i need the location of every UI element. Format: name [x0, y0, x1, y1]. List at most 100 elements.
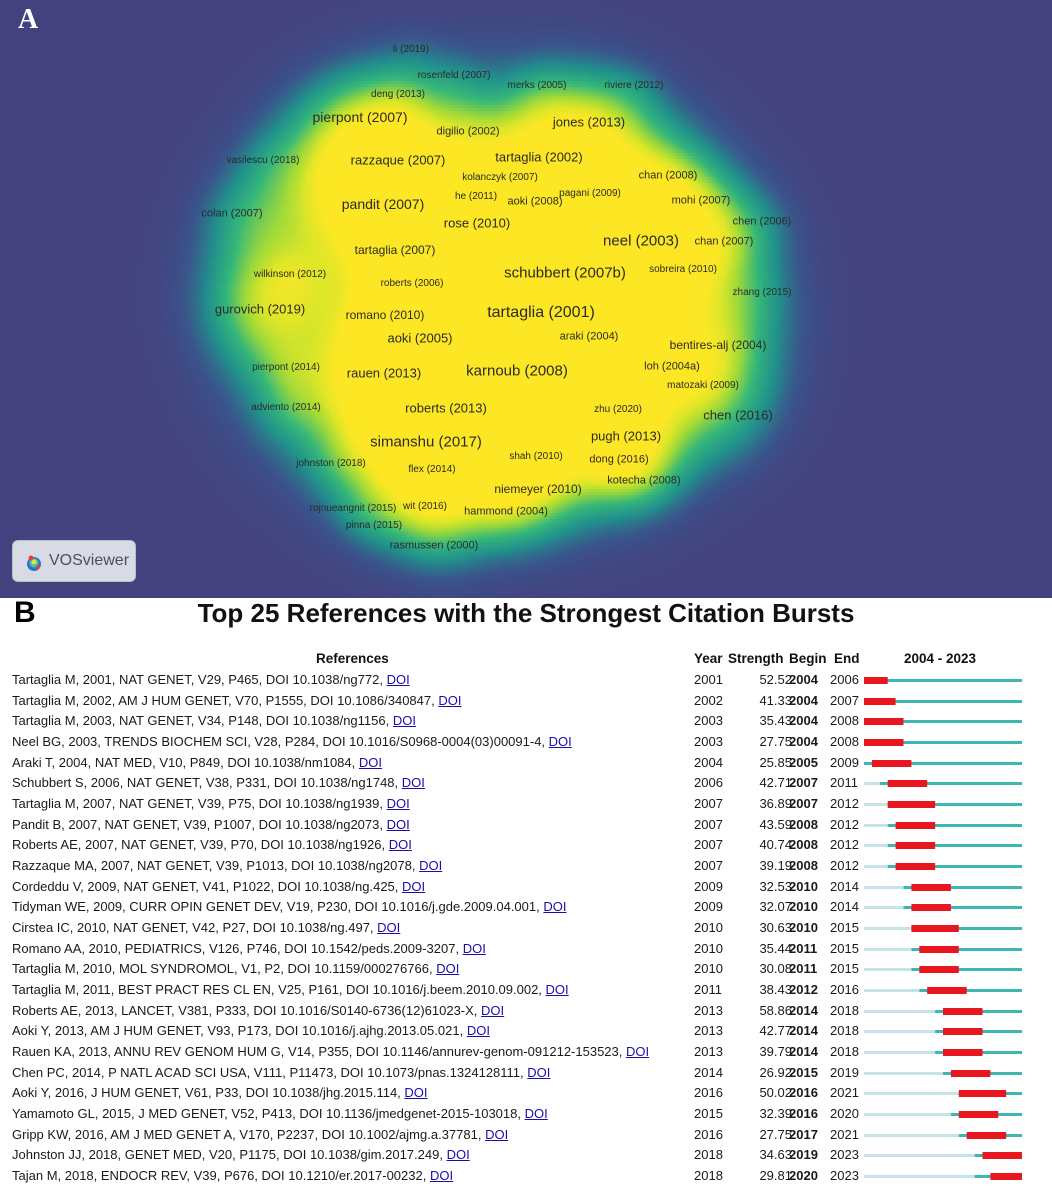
doi-link[interactable]: DOI: [386, 795, 410, 811]
node-label[interactable]: jones (2013): [552, 114, 626, 130]
node-label[interactable]: chen (2016): [703, 407, 773, 423]
doi-link[interactable]: DOI: [543, 899, 567, 915]
doi-link[interactable]: DOI: [626, 1043, 650, 1059]
doi-link[interactable]: DOI: [404, 1085, 428, 1101]
node-label[interactable]: aoki (2005): [387, 330, 453, 346]
timeline-pre-publication: [864, 1050, 936, 1054]
density-map-panel[interactable]: A li (2019) rosenfeld (2007) merks (2005) r…: [0, 0, 1052, 598]
node-label[interactable]: karnoub (2008): [466, 362, 568, 380]
year-cell: 2014: [694, 1064, 723, 1080]
node-label[interactable]: neel (2003): [603, 232, 679, 250]
strength-cell: 35.44: [759, 940, 792, 956]
node-label[interactable]: gurovich (2019): [214, 301, 306, 317]
node-label[interactable]: niemeyer (2010): [494, 482, 582, 496]
node-label[interactable]: tartaglia (2002): [495, 149, 583, 165]
doi-link[interactable]: DOI: [419, 857, 443, 873]
node-label[interactable]: hammond (2004): [464, 505, 548, 518]
node-label[interactable]: rojnueangnit (2015): [309, 503, 397, 514]
burst-segment: [864, 718, 904, 726]
node-label[interactable]: shah (2010): [509, 451, 563, 462]
node-label[interactable]: chan (2008): [638, 169, 698, 182]
node-label[interactable]: schubbert (2007b): [504, 264, 626, 282]
doi-link[interactable]: DOI: [377, 919, 401, 935]
node-label[interactable]: matozaki (2009): [667, 380, 739, 391]
node-label[interactable]: zhu (2020): [594, 404, 642, 415]
doi-link[interactable]: DOI: [485, 1126, 509, 1142]
node-label[interactable]: tartaglia (2001): [487, 304, 595, 321]
doi-link[interactable]: DOI: [392, 713, 416, 729]
node-label[interactable]: wit (2016): [403, 501, 447, 512]
node-label[interactable]: digilio (2002): [436, 125, 500, 138]
vosviewer-logo-icon: [27, 555, 41, 571]
node-label[interactable]: johnston (2018): [296, 458, 366, 469]
node-label[interactable]: pugh (2013): [590, 428, 662, 444]
node-label[interactable]: merks (2005): [507, 80, 567, 91]
burst-row: Tajan M, 2018, ENDOCR REV, V39, P676, DO…: [0, 1166, 1052, 1186]
node-label[interactable]: kolanczyk (2007): [462, 172, 538, 183]
reference-text: Araki T, 2004, NAT MED, V10, P849, DOI 1…: [12, 754, 356, 770]
node-label[interactable]: mohi (2007): [671, 194, 731, 207]
node-label[interactable]: flex (2014): [408, 464, 456, 475]
node-label[interactable]: deng (2013): [371, 89, 425, 100]
node-label[interactable]: chen (2006): [732, 215, 792, 228]
node-label[interactable]: chan (2007): [694, 235, 754, 248]
node-label[interactable]: simanshu (2017): [370, 433, 482, 451]
doi-link[interactable]: DOI: [462, 940, 486, 956]
node-label[interactable]: rose (2010): [443, 215, 511, 231]
node-label[interactable]: romano (2010): [345, 308, 425, 322]
node-label[interactable]: riviere (2012): [604, 80, 664, 91]
begin-cell: 2017: [789, 1126, 818, 1142]
node-label[interactable]: bentires-alj (2004): [669, 338, 767, 352]
doi-link[interactable]: DOI: [402, 878, 426, 894]
doi-link[interactable]: DOI: [524, 1105, 548, 1121]
node-label[interactable]: sobreira (2010): [649, 264, 717, 275]
node-label[interactable]: adviento (2014): [251, 402, 321, 413]
node-label[interactable]: loh (2004a): [644, 360, 700, 373]
node-label[interactable]: pagani (2009): [559, 188, 621, 199]
node-label[interactable]: colan (2007): [201, 207, 263, 220]
node-label[interactable]: wilkinson (2012): [253, 269, 327, 280]
doi-link[interactable]: DOI: [436, 961, 460, 977]
node-label[interactable]: he (2011): [454, 191, 498, 202]
node-label[interactable]: aoki (2008): [507, 195, 563, 208]
doi-link[interactable]: DOI: [545, 981, 569, 997]
doi-link[interactable]: DOI: [386, 672, 410, 687]
burst-timeline: [864, 1028, 1022, 1036]
doi-link[interactable]: DOI: [481, 1002, 505, 1018]
node-label[interactable]: pierpont (2007): [312, 109, 408, 125]
doi-link[interactable]: DOI: [386, 816, 410, 832]
burst-timeline: [864, 738, 1022, 746]
node-label[interactable]: roberts (2006): [380, 278, 444, 289]
doi-link[interactable]: DOI: [429, 1167, 454, 1183]
end-cell: 2012: [830, 837, 859, 853]
doi-link[interactable]: DOI: [438, 692, 462, 708]
reference-text: Romano AA, 2010, PEDIATRICS, V126, P746,…: [12, 940, 460, 956]
header-year: Year: [694, 651, 723, 666]
node-label[interactable]: zhang (2015): [732, 287, 792, 298]
burst-row: Razzaque MA, 2007, NAT GENET, V39, P1013…: [0, 856, 1052, 876]
doi-link[interactable]: DOI: [358, 754, 382, 770]
node-label[interactable]: pandit (2007): [341, 196, 425, 212]
doi-link[interactable]: DOI: [446, 1147, 470, 1163]
doi-link[interactable]: DOI: [388, 837, 412, 853]
doi-link[interactable]: DOI: [548, 733, 572, 749]
reference-cell: Razzaque MA, 2007, NAT GENET, V39, P1013…: [12, 858, 442, 873]
node-label[interactable]: araki (2004): [559, 330, 619, 343]
node-label[interactable]: roberts (2013): [405, 400, 487, 416]
doi-link[interactable]: DOI: [466, 1023, 490, 1039]
node-label[interactable]: rasmussen (2000): [389, 539, 479, 552]
end-cell: 2020: [830, 1105, 859, 1121]
node-label[interactable]: pinna (2015): [345, 520, 403, 531]
node-label[interactable]: dong (2016): [589, 453, 649, 466]
node-label[interactable]: vasilescu (2018): [226, 155, 300, 166]
doi-link[interactable]: DOI: [401, 775, 425, 791]
node-label[interactable]: tartaglia (2007): [354, 243, 436, 257]
doi-link[interactable]: DOI: [527, 1064, 551, 1080]
node-label[interactable]: rosenfeld (2007): [417, 70, 491, 81]
node-label[interactable]: razzaque (2007): [350, 152, 446, 168]
node-label[interactable]: li (2019): [392, 44, 430, 55]
node-label[interactable]: kotecha (2008): [607, 474, 681, 487]
node-label[interactable]: rauen (2013): [346, 365, 422, 381]
node-label[interactable]: pierpont (2014): [252, 362, 320, 373]
burst-row: Gripp KW, 2016, AM J MED GENET A, V170, …: [0, 1125, 1052, 1145]
